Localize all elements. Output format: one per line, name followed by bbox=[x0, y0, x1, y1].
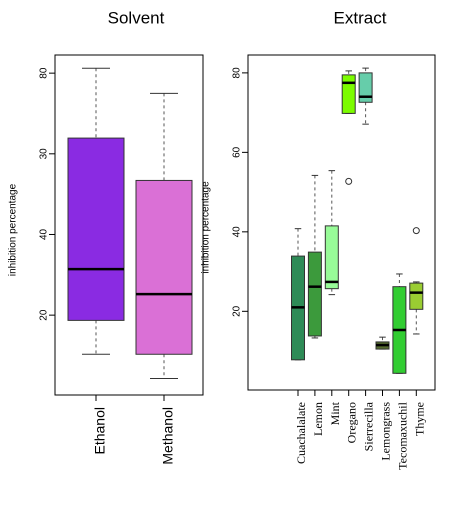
x-tick-label: Tecomaxuchil bbox=[395, 401, 409, 469]
box bbox=[324, 225, 339, 290]
box bbox=[409, 282, 424, 310]
y-tick-label: 30 bbox=[39, 148, 50, 160]
x-tick-label: Lemon bbox=[311, 402, 325, 436]
x-tick-label: Cuachalalate bbox=[294, 402, 308, 464]
y-tick-label: 60 bbox=[232, 146, 243, 158]
x-tick-label: Mint bbox=[328, 401, 342, 425]
box bbox=[135, 179, 193, 355]
x-tick-label: Lemongrass bbox=[378, 402, 392, 461]
y-tick-label: 40 bbox=[232, 226, 243, 238]
box bbox=[307, 251, 322, 337]
y-tick-label: 40 bbox=[39, 228, 50, 240]
chart-title: Solvent bbox=[108, 8, 165, 27]
plot-frame bbox=[247, 54, 436, 391]
chart-title: Extract bbox=[334, 8, 387, 27]
box bbox=[358, 72, 373, 103]
y-axis-label: inhibition percentage bbox=[201, 181, 212, 274]
y-axis-label: inhibition percentage bbox=[8, 183, 19, 276]
y-tick-label: 80 bbox=[39, 67, 50, 79]
plot-frame bbox=[54, 54, 204, 396]
x-tick-label: Thyme bbox=[412, 402, 426, 436]
x-tick-label: Methanol bbox=[160, 407, 176, 465]
y-tick-label: 20 bbox=[232, 305, 243, 317]
x-tick-label: Ethanol bbox=[92, 407, 108, 454]
x-tick-label: Sierrecilla bbox=[362, 401, 376, 451]
y-tick-label: 80 bbox=[232, 67, 243, 79]
box bbox=[67, 137, 125, 321]
outlier bbox=[345, 177, 353, 185]
box bbox=[341, 74, 356, 114]
outlier bbox=[412, 227, 420, 235]
x-tick-label: Oregano bbox=[345, 402, 359, 443]
y-tick-label: 20 bbox=[39, 309, 50, 321]
